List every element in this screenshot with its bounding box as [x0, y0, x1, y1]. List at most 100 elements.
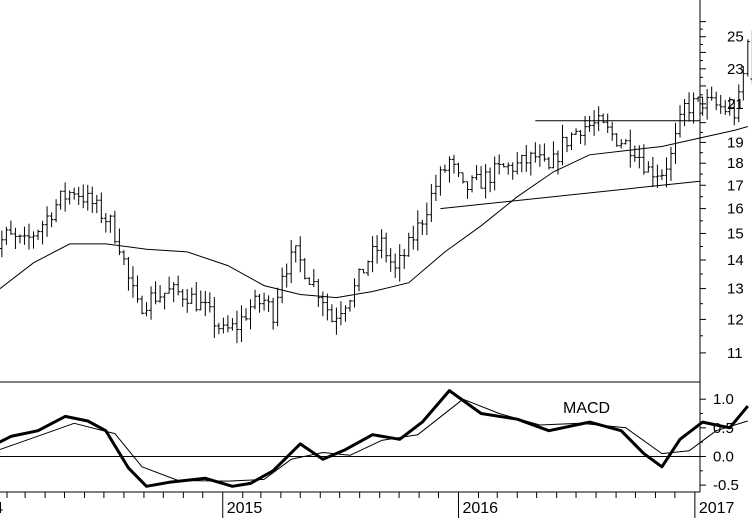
ohlc-bar — [592, 110, 597, 136]
price-y-tick-label: 25 — [727, 29, 744, 46]
ohlc-bar — [36, 229, 41, 240]
ohlc-bar — [415, 210, 420, 251]
ohlc-bar — [90, 186, 95, 213]
ohlc-bar — [126, 257, 131, 291]
ohlc-bar — [641, 144, 646, 175]
ohlc-bar — [601, 113, 606, 124]
price-panel — [0, 30, 752, 344]
ohlc-bar — [343, 305, 348, 322]
ohlc-bar — [221, 317, 226, 334]
ohlc-bar — [329, 304, 334, 323]
ohlc-bar — [325, 293, 330, 321]
ohlc-bar — [352, 278, 357, 308]
ohlc-bar — [212, 297, 217, 338]
ohlc-bar — [384, 232, 389, 263]
ohlc-bar — [144, 302, 149, 317]
ohlc-bar — [280, 267, 285, 304]
x-year-label: 2016 — [462, 500, 498, 517]
ohlc-bar — [705, 89, 710, 120]
ohlc-bar — [271, 297, 276, 330]
ohlc-bar — [646, 161, 651, 173]
price-y-tick-label: 21 — [727, 96, 744, 113]
ohlc-bar — [298, 236, 303, 273]
ohlc-bar — [619, 139, 624, 149]
ohlc-bar — [687, 92, 692, 122]
ohlc-bar — [397, 244, 402, 282]
ohlc-bar — [433, 174, 438, 202]
x-year-label: 2017 — [699, 500, 735, 517]
ohlc-bar — [574, 128, 579, 135]
ohlc-bar — [225, 315, 230, 333]
ohlc-bar — [542, 143, 547, 162]
macd-y-tick-label: -0.5 — [713, 477, 739, 494]
ohlc-bar — [678, 105, 683, 138]
ohlc-bar — [103, 213, 108, 233]
ohlc-bar — [293, 245, 298, 263]
ohlc-bar — [379, 229, 384, 259]
ohlc-bar — [442, 164, 447, 173]
ohlc-bar — [347, 299, 352, 312]
ohlc-bar — [189, 287, 194, 304]
ohlc-bar — [411, 225, 416, 250]
ohlc-bar — [718, 94, 723, 114]
ohlc-bar — [587, 116, 592, 132]
ohlc-bar — [40, 220, 45, 245]
ohlc-bar — [130, 266, 135, 298]
ohlc-bar — [569, 132, 574, 151]
ohlc-bar — [4, 226, 9, 245]
ohlc-bar — [135, 275, 140, 303]
ohlc-bar — [203, 290, 208, 317]
ohlc-bar — [479, 166, 484, 189]
x-year-label: 2015 — [227, 500, 263, 517]
ohlc-bar — [515, 152, 520, 175]
price-y-tick-label: 11 — [727, 345, 743, 362]
ohlc-bar — [289, 240, 294, 284]
ohlc-bar — [497, 154, 502, 175]
ohlc-bar — [180, 288, 185, 307]
ohlc-bar — [185, 288, 190, 313]
ohlc-bar — [470, 175, 475, 193]
ohlc-bar — [750, 30, 752, 85]
macd-panel — [0, 389, 749, 488]
ohlc-bar — [596, 106, 601, 132]
price-y-tick-label: 15 — [727, 225, 744, 242]
ohlc-bar — [81, 184, 86, 209]
macd-signal-line — [0, 398, 748, 482]
ohlc-bar — [714, 91, 719, 111]
ohlc-bar — [501, 163, 506, 168]
ohlc-bar — [700, 96, 705, 116]
price-y-tick-label: 18 — [727, 155, 744, 172]
ohlc-bar — [506, 162, 511, 175]
ohlc-bar — [8, 220, 13, 235]
ohlc-bar — [741, 66, 746, 101]
ohlc-bar — [234, 310, 239, 344]
ohlc-bar — [176, 275, 181, 296]
ohlc-bar — [628, 129, 633, 168]
ohlc-bar — [357, 268, 362, 292]
ohlc-bar — [320, 291, 325, 317]
ohlc-bar — [510, 162, 515, 180]
ohlc-bar — [67, 190, 72, 205]
ohlc-bar — [85, 184, 90, 211]
ohlc-bar — [564, 136, 569, 153]
ohlc-bar — [578, 130, 583, 144]
ohlc-bar — [26, 223, 31, 250]
ohlc-bar — [546, 156, 551, 170]
ohlc-bar — [230, 318, 235, 331]
ohlc-bar — [216, 322, 221, 335]
ohlc-bar — [632, 145, 637, 162]
ohlc-bar — [727, 97, 732, 116]
ohlc-bar — [0, 230, 4, 258]
ohlc-bar — [171, 282, 176, 303]
ohlc-bar — [519, 154, 524, 173]
ohlc-bar — [334, 307, 339, 335]
price-y-tick-label: 12 — [727, 311, 744, 328]
price-y-tick-label: 16 — [727, 201, 744, 218]
ohlc-bar — [262, 292, 267, 311]
ohlc-bar — [72, 187, 77, 200]
ohlc-bar — [555, 150, 560, 175]
ohlc-bar — [207, 292, 212, 313]
ohlc-bar — [709, 86, 714, 101]
